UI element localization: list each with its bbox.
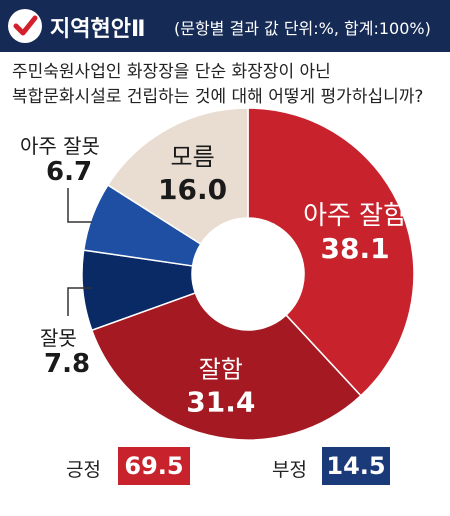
leader-line-bad	[67, 287, 92, 316]
check-icon	[8, 9, 42, 43]
value-bad: 7.8	[44, 349, 91, 379]
positive-value-badge: 69.5	[118, 447, 190, 485]
slice-value-unknown: 16.0	[158, 173, 227, 206]
positive-label: 긍정	[66, 459, 101, 481]
slice-label-good: 잘함	[199, 356, 243, 384]
negative-label: 부정	[272, 459, 307, 481]
slice-value-very-good: 38.1	[321, 232, 390, 265]
slice-label-unknown: 모름	[171, 143, 215, 171]
value-very-bad: 6.7	[46, 157, 93, 187]
slice-good	[90, 292, 362, 441]
page-title: 지역현안Ⅱ	[50, 17, 146, 42]
header-bar: 지역현안Ⅱ (문항별 결과 값 단위:%, 합계:100%)	[0, 0, 450, 52]
negative-value-badge: 14.5	[322, 447, 390, 485]
label-bad: 잘못	[40, 326, 77, 350]
label-very-bad: 아주 잘못	[20, 134, 100, 158]
leader-line-very-bad	[67, 188, 92, 223]
question-line-1: 주민숙원사업인 화장장을 단순 화장장이 아닌	[12, 62, 331, 82]
slice-unknown	[106, 107, 249, 246]
question-line-2: 복합문화시설로 건립하는 것에 대해 어떻게 평가하십니까?	[12, 87, 424, 107]
slice-label-very-good: 아주 잘함	[303, 201, 407, 231]
slice-value-good: 31.4	[186, 386, 255, 419]
slice-very-good	[247, 107, 415, 397]
survey-question: 주민숙원사업인 화장장을 단순 화장장이 아닌 복합문화시설로 건립하는 것에 …	[12, 60, 442, 110]
unit-note: (문항별 결과 값 단위:%, 합계:100%)	[174, 19, 431, 38]
